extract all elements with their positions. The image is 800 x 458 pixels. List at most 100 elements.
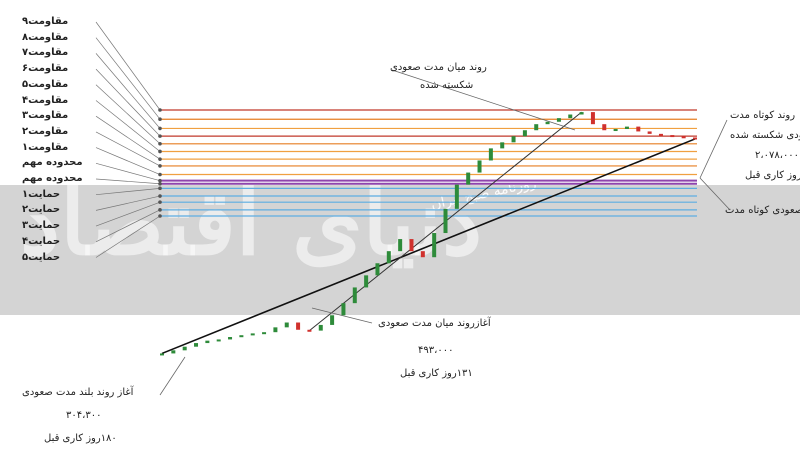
candle-21: [386, 251, 391, 264]
candle-3: [182, 346, 187, 351]
level-leader-5: [95, 84, 161, 145]
level-marker-2: [158, 117, 162, 122]
level-label-11: محدوده مهم: [22, 173, 83, 184]
watermark-text: دنیای اقتصاد: [20, 170, 483, 276]
candle-48: [693, 137, 697, 140]
annotation-pointer-3: [699, 177, 731, 211]
annotation-mid-broken-line2: شکسته شده: [420, 80, 474, 91]
annotation-pointer-1: [391, 69, 576, 131]
candle-44: [647, 131, 652, 134]
annotation-short-broken-days: ۲۰ روز کاری قبل: [745, 170, 800, 181]
level-label-7: مقاومت۳: [22, 110, 69, 122]
candle-7: [228, 337, 233, 340]
candle-46: [670, 135, 675, 138]
level-leader-16: [95, 215, 161, 258]
candle-19: [364, 275, 369, 288]
candle-33: [522, 130, 527, 137]
level-leader-11: [95, 178, 161, 185]
candle-39: [590, 112, 595, 125]
candle-27: [454, 184, 459, 209]
level-label-13: حمایت۲: [22, 204, 61, 216]
level-marker-15: [158, 208, 162, 212]
candle-18: [352, 287, 357, 304]
candle-34: [534, 124, 539, 131]
candle-47: [681, 136, 686, 139]
annotation-mid-start-days: ۱۳۱روز کاری قبل: [400, 368, 473, 379]
level-label-10: محدوده مهم: [22, 157, 83, 169]
candle-36: [556, 118, 561, 122]
candle-29: [477, 160, 482, 173]
level-label-12: حمایت۱: [22, 188, 61, 200]
annotation-short-broken-line1: روند کوتاه مدت: [730, 110, 796, 121]
level-leader-1: [95, 21, 161, 111]
level-leader-2: [95, 37, 161, 120]
annotation-long-start-line1: آغاز روند بلند مدت صعودی: [22, 387, 134, 398]
annotation-pointer-2: [699, 119, 728, 179]
level-leader-6: [95, 100, 161, 152]
level-leader-15: [95, 209, 161, 243]
candle-42: [624, 126, 629, 130]
level-label-16: حمایت۵: [22, 251, 61, 263]
level-marker-16: [158, 214, 162, 218]
level-marker-8: [158, 164, 162, 168]
candle-15: [318, 324, 323, 331]
candle-5: [205, 340, 210, 344]
annotation-pointer-4: [311, 307, 373, 324]
candle-10: [262, 332, 267, 335]
annotation-mid-broken-line1: روند میان مدت صعودی: [390, 62, 487, 73]
candle-43: [636, 126, 641, 132]
candle-26: [443, 208, 448, 234]
level-marker-4: [158, 134, 162, 138]
annotation-short-up: روند صعودی کوتاه مدت: [725, 205, 800, 216]
candle-4: [194, 343, 199, 347]
annotation-pointer-5: [159, 356, 186, 396]
annotation-short-broken-price: ۲،۰۷۸،۰۰۰: [755, 150, 800, 161]
candle-35: [545, 121, 550, 125]
candle-38: [579, 112, 584, 115]
annotation-mid-start-price: ۴۹۳،۰۰۰: [418, 345, 454, 356]
level-leader-8: [95, 131, 161, 167]
level-label-14: حمایت۳: [22, 220, 61, 232]
candle-45: [658, 133, 663, 136]
level-marker-1: [158, 108, 162, 112]
level-marker-6: [158, 149, 162, 154]
candle-31: [500, 142, 505, 149]
annotation-long-start-days: ۱۸۰روز کاری قبل: [44, 433, 117, 444]
candle-25: [432, 233, 437, 258]
candle-8: [239, 335, 244, 338]
candle-9: [250, 333, 255, 336]
level-leader-7: [95, 115, 161, 160]
level-marker-5: [158, 141, 162, 146]
level-label-3: مقاومت۷: [22, 47, 69, 59]
annotation-long-start-price: ۳۰۴،۳۰۰: [66, 410, 102, 421]
level-leader-12: [95, 187, 161, 196]
level-leader-14: [95, 201, 161, 227]
candle-2: [171, 350, 176, 354]
candle-30: [488, 148, 493, 161]
candle-41: [613, 129, 618, 132]
level-label-1: مقاومت۹: [22, 16, 69, 27]
level-leader-4: [95, 68, 161, 137]
trendline-1: [161, 138, 696, 355]
level-leader-10: [95, 162, 161, 182]
candle-16: [330, 315, 335, 325]
candle-32: [511, 136, 516, 143]
candle-14: [307, 329, 312, 332]
candle-6: [216, 339, 221, 342]
level-label-4: مقاومت۶: [22, 63, 69, 75]
annotation-short-broken-line2: صعودی شکسته شده: [730, 130, 800, 141]
candle-20: [375, 263, 380, 276]
level-leader-3: [95, 53, 161, 129]
level-marker-14: [158, 200, 162, 204]
level-marker-10: [158, 178, 162, 183]
level-marker-13: [158, 194, 162, 198]
candle-37: [568, 114, 573, 119]
level-label-6: مقاومت۴: [22, 94, 69, 106]
candle-24: [420, 251, 425, 258]
level-label-2: مقاومت۸: [22, 31, 69, 43]
candle-22: [398, 239, 403, 252]
level-label-5: مقاومت۵: [22, 78, 69, 90]
annotation-mid-start-line1: آغازروند میان مدت صعودی: [378, 318, 491, 329]
level-marker-11: [158, 181, 162, 186]
